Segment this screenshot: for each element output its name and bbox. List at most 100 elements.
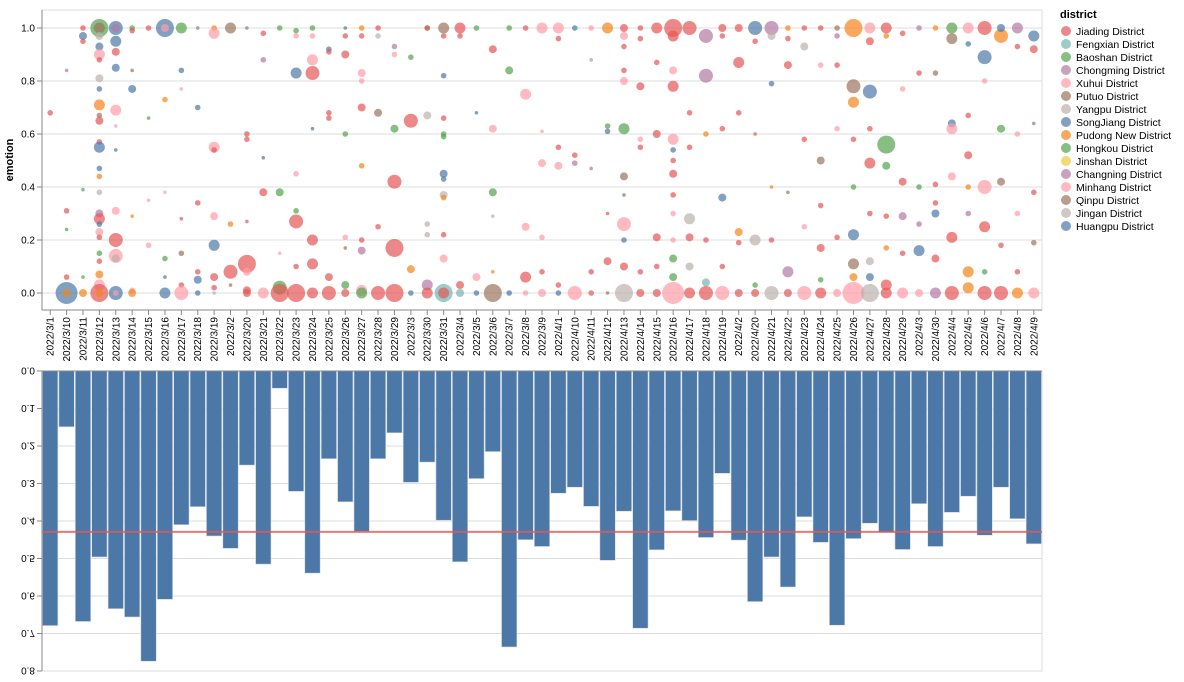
legend-item: Huangpu District	[1061, 221, 1154, 233]
scatter-point	[80, 25, 86, 31]
scatter-point	[662, 282, 685, 304]
scatter-point	[816, 156, 825, 165]
scatter-point	[159, 287, 171, 299]
bar	[173, 370, 190, 526]
scatter-point	[358, 25, 365, 31]
scatter-point	[305, 66, 320, 81]
scatter-point	[439, 169, 448, 178]
scatter-point	[768, 237, 775, 243]
scatter-point	[208, 27, 220, 39]
scatter-point	[128, 289, 137, 297]
x-tick-label: 2022/4/22	[783, 317, 794, 362]
bar	[58, 370, 75, 428]
scatter-point	[977, 286, 992, 300]
scatter-point	[965, 210, 972, 217]
scatter-point	[95, 270, 104, 279]
scatter-point	[193, 275, 202, 284]
scatter-point	[619, 262, 628, 271]
x-tick-label: 2022/3/26	[341, 317, 352, 362]
bar	[796, 370, 813, 518]
scatter-point	[111, 24, 120, 32]
scatter-y-tick-label: 0.2	[21, 236, 35, 247]
scatter-point	[96, 189, 103, 196]
bar	[845, 370, 862, 539]
scatter-point	[358, 163, 365, 169]
x-tick-label: 2022/3/30	[423, 317, 434, 362]
scatter-point	[965, 112, 972, 119]
scatter-point	[877, 135, 896, 154]
x-tick-label: 2022/4/18	[701, 317, 712, 362]
scatter-point	[178, 67, 185, 74]
scatter-point	[408, 54, 414, 60]
scatter-point	[735, 239, 742, 246]
scatter-point	[567, 286, 582, 300]
scatter-point	[223, 264, 238, 279]
scatter-point	[290, 67, 302, 79]
scatter-point	[751, 289, 760, 297]
x-tick-label: 2022/4/17	[685, 317, 696, 362]
bar	[271, 370, 288, 389]
scatter-point	[664, 19, 683, 37]
scatter-point	[93, 99, 105, 111]
scatter-point	[667, 133, 679, 145]
scatter-point	[977, 180, 992, 194]
scatter-point	[440, 231, 447, 238]
scatter-point	[785, 25, 791, 31]
scatter-point	[306, 287, 318, 299]
bar	[763, 370, 780, 558]
bar	[402, 370, 419, 483]
scatter-y-tick-label: 0.8	[21, 77, 35, 88]
x-tick-label: 2022/4/19	[718, 317, 729, 362]
scatter-point	[834, 125, 840, 132]
scatter-point	[162, 255, 168, 262]
bar	[468, 370, 485, 479]
scatter-point	[96, 250, 103, 257]
x-tick-label: 2022/3/10	[62, 317, 73, 362]
scatter-point	[293, 33, 299, 39]
scatter-point	[95, 116, 104, 125]
scatter-point	[783, 289, 792, 297]
scatter-point	[194, 269, 201, 275]
scatter-point	[698, 68, 713, 83]
scatter-point	[93, 213, 105, 225]
scatter-point	[946, 33, 958, 45]
x-tick-label: 2022/3/7	[505, 317, 516, 356]
scatter-point	[686, 144, 693, 151]
scatter-point	[520, 88, 532, 100]
scatter-point	[95, 289, 104, 297]
scatter-point	[867, 125, 873, 132]
legend-item: Minhang District	[1061, 182, 1151, 194]
scatter-point	[438, 287, 450, 299]
scatter-point	[932, 200, 939, 206]
bar	[484, 370, 501, 452]
scatter-point	[653, 263, 660, 270]
legend-item: Xuhui District	[1061, 78, 1138, 90]
scatter-point	[847, 96, 859, 108]
scatter-point	[698, 28, 713, 43]
scatter-point	[289, 214, 304, 229]
scatter-point	[113, 124, 118, 128]
legend-symbol-icon	[1061, 130, 1071, 140]
scatter-point	[146, 116, 151, 120]
bar	[238, 370, 255, 466]
scatter-point	[210, 212, 219, 221]
scatter-point	[801, 25, 808, 31]
scatter-point	[146, 198, 151, 203]
bar	[452, 370, 469, 563]
scatter-point	[406, 265, 415, 274]
scatter-point	[801, 223, 808, 230]
scatter-point	[538, 159, 546, 168]
scatter-point	[749, 234, 761, 246]
bar	[370, 370, 387, 460]
scatter-point	[783, 61, 792, 70]
legend-label: Qinpu District	[1076, 195, 1139, 207]
bar	[288, 370, 305, 492]
scatter-point	[998, 242, 1004, 249]
scatter-point	[194, 104, 201, 111]
scatter-point	[929, 287, 941, 299]
scatter-point	[473, 290, 480, 296]
scatter-point	[981, 269, 988, 275]
scatter-axes: 0.0 0.2 0.4 0.6 0.8 1.0 2022/3/1 2022/3/10 2022/…	[21, 10, 1042, 362]
scatter-point	[326, 115, 332, 121]
scatter-point	[96, 57, 103, 63]
